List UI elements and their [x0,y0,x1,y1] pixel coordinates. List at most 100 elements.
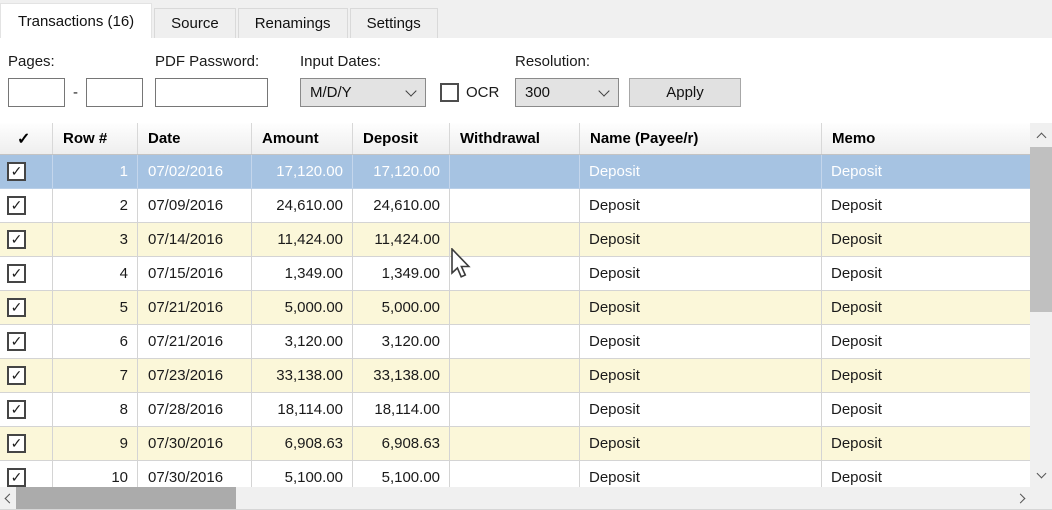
ocr-checkbox[interactable] [440,83,459,102]
table-cell-date[interactable]: 07/15/2016 [138,257,252,290]
table-cell-memo[interactable]: Deposit [831,231,882,248]
table-cell-name[interactable]: Deposit [580,257,822,290]
apply-button[interactable]: Apply [629,78,741,107]
table-cell-memo[interactable]: Deposit [831,333,882,350]
table-cell-wd[interactable] [450,325,580,358]
table-cell-dep[interactable]: 18,114.00 [353,393,450,426]
tab-transactions[interactable]: Transactions (16) [0,3,153,38]
header-deposit[interactable]: Deposit [353,123,450,154]
table-cell-num[interactable]: 10 [53,461,138,487]
tab-source[interactable]: Source [154,8,236,38]
table-cell-date[interactable]: 07/23/2016 [138,359,252,392]
table-cell-amt[interactable]: 6,908.63 [252,427,353,460]
row-checkbox[interactable]: ✓ [7,400,26,419]
scroll-up-button[interactable] [1030,123,1052,147]
table-cell-wd[interactable] [450,189,580,222]
table-cell-memo[interactable]: Deposit [831,367,882,384]
table-cell-date[interactable]: 07/28/2016 [138,393,252,426]
horizontal-scrollbar-thumb[interactable] [16,487,236,509]
table-cell-name[interactable]: Deposit [580,189,822,222]
table-cell-date[interactable]: 07/30/2016 [138,427,252,460]
scroll-down-button[interactable] [1030,463,1052,487]
table-cell-date[interactable]: 07/21/2016 [138,325,252,358]
row-checkbox[interactable]: ✓ [7,264,26,283]
table-cell-name[interactable]: Deposit [580,325,822,358]
table-cell-dep[interactable]: 1,349.00 [353,257,450,290]
table-cell-amt[interactable]: 5,100.00 [252,461,353,487]
vertical-scrollbar-thumb[interactable] [1030,147,1052,312]
table-cell-amt[interactable]: 17,120.00 [252,155,353,188]
table-row[interactable]: ✓ 1 07/02/2016 17,120.00 17,120.00 Deposit Dep… [0,155,1030,189]
table-cell-date[interactable]: 07/02/2016 [138,155,252,188]
row-checkbox[interactable]: ✓ [7,434,26,453]
table-row[interactable]: ✓ 2 07/09/2016 24,610.00 24,610.00 Deposit Dep… [0,189,1030,223]
header-name-payee[interactable]: Name (Payee/r) [580,123,822,154]
table-cell-wd[interactable] [450,427,580,460]
table-row[interactable]: ✓ 6 07/21/2016 3,120.00 3,120.00 Deposit Depos… [0,325,1030,359]
table-row[interactable]: ✓ 4 07/15/2016 1,349.00 1,349.00 Deposit Depos… [0,257,1030,291]
header-checkmark[interactable]: ✓ [0,123,53,154]
horizontal-scrollbar[interactable] [0,487,1030,509]
table-cell-dep[interactable]: 3,120.00 [353,325,450,358]
table-cell-num[interactable]: 7 [53,359,138,392]
table-cell-wd[interactable] [450,291,580,324]
table-cell-memo[interactable]: Deposit [831,163,882,180]
table-cell-wd[interactable] [450,257,580,290]
table-cell-dep[interactable]: 11,424.00 [353,223,450,256]
table-row[interactable]: ✓ 7 07/23/2016 33,138.00 33,138.00 Deposit Dep… [0,359,1030,393]
table-cell-amt[interactable]: 5,000.00 [252,291,353,324]
resolution-dropdown[interactable]: 300 [515,78,619,107]
table-cell-memo[interactable]: Deposit [831,435,882,452]
scroll-right-button[interactable] [1014,487,1030,509]
pdf-password-input[interactable] [155,78,268,107]
table-row[interactable]: ✓ 10 07/30/2016 5,100.00 5,100.00 Deposit Depo… [0,461,1030,487]
table-cell-date[interactable]: 07/14/2016 [138,223,252,256]
row-checkbox[interactable]: ✓ [7,332,26,351]
table-cell-name[interactable]: Deposit [580,291,822,324]
table-cell-num[interactable]: 1 [53,155,138,188]
table-row[interactable]: ✓ 3 07/14/2016 11,424.00 11,424.00 Deposit Dep… [0,223,1030,257]
table-cell-amt[interactable]: 18,114.00 [252,393,353,426]
row-checkbox[interactable]: ✓ [7,298,26,317]
table-cell-dep[interactable]: 5,000.00 [353,291,450,324]
table-cell-memo[interactable]: Deposit [831,197,882,214]
table-cell-dep[interactable]: 17,120.00 [353,155,450,188]
input-dates-dropdown[interactable]: M/D/Y [300,78,426,107]
table-cell-dep[interactable]: 33,138.00 [353,359,450,392]
scroll-left-button[interactable] [0,487,16,509]
header-memo[interactable]: Memo [832,130,876,147]
table-cell-amt[interactable]: 1,349.00 [252,257,353,290]
table-cell-wd[interactable] [450,359,580,392]
table-cell-name[interactable]: Deposit [580,359,822,392]
row-checkbox[interactable]: ✓ [7,196,26,215]
row-checkbox[interactable]: ✓ [7,366,26,385]
table-cell-amt[interactable]: 33,138.00 [252,359,353,392]
table-cell-name[interactable]: Deposit [580,155,822,188]
row-checkbox[interactable]: ✓ [7,468,26,487]
table-cell-memo[interactable]: Deposit [831,401,882,418]
table-cell-num[interactable]: 2 [53,189,138,222]
table-cell-date[interactable]: 07/30/2016 [138,461,252,487]
header-date[interactable]: Date [138,123,252,154]
header-row-number[interactable]: Row # [53,123,138,154]
table-cell-num[interactable]: 8 [53,393,138,426]
table-row[interactable]: ✓ 9 07/30/2016 6,908.63 6,908.63 Deposit Depos… [0,427,1030,461]
tab-renamings[interactable]: Renamings [237,8,348,38]
table-cell-dep[interactable]: 24,610.00 [353,189,450,222]
table-cell-num[interactable]: 6 [53,325,138,358]
table-cell-amt[interactable]: 11,424.00 [252,223,353,256]
table-cell-wd[interactable] [450,393,580,426]
row-checkbox[interactable]: ✓ [7,162,26,181]
header-withdrawal[interactable]: Withdrawal [450,123,580,154]
table-cell-num[interactable]: 4 [53,257,138,290]
table-cell-name[interactable]: Deposit [580,461,822,487]
row-checkbox[interactable]: ✓ [7,230,26,249]
table-cell-name[interactable]: Deposit [580,223,822,256]
table-cell-wd[interactable] [450,223,580,256]
table-cell-num[interactable]: 9 [53,427,138,460]
tab-settings[interactable]: Settings [349,8,438,38]
table-cell-amt[interactable]: 24,610.00 [252,189,353,222]
table-cell-name[interactable]: Deposit [580,393,822,426]
table-cell-memo[interactable]: Deposit [831,469,882,486]
table-cell-num[interactable]: 3 [53,223,138,256]
